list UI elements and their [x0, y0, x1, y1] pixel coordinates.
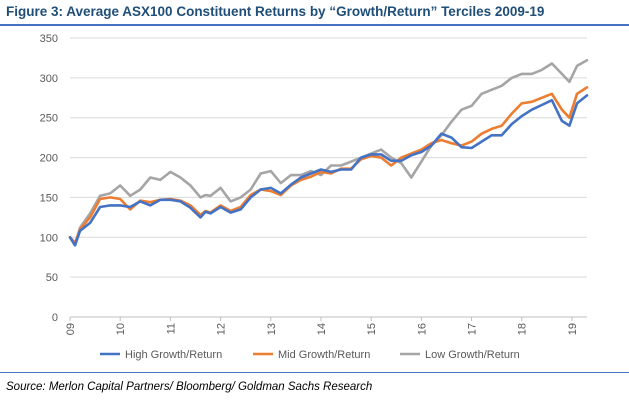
footer-rule: [0, 372, 629, 373]
y-tick-label: 250: [40, 113, 58, 125]
source-note: Source: Merlon Capital Partners/ Bloombe…: [6, 381, 373, 393]
x-tick-label: 10: [115, 323, 127, 335]
x-tick-label: 19: [567, 323, 579, 335]
line-chart: 0 50 100 150 200 250 300 350 09 10 11 12 13 14 15 16 17…: [40, 33, 589, 361]
legend-label: Mid Growth/Return: [278, 349, 370, 361]
y-tick-label: 50: [46, 272, 58, 284]
x-tick-label: 09: [65, 323, 77, 335]
y-tick-label: 200: [40, 153, 58, 165]
y-axis-ticks: 0 50 100 150 200 250 300 350: [40, 33, 58, 324]
y-tick-label: 300: [40, 73, 58, 85]
gridlines: [70, 37, 587, 318]
x-tick-label: 14: [316, 323, 328, 335]
series-line-high-growth-return: [68, 94, 589, 247]
y-tick-label: 0: [52, 312, 58, 324]
series-line-mid-growth-return: [68, 86, 589, 245]
y-tick-label: 150: [40, 192, 58, 204]
series-lines: [68, 58, 589, 247]
x-tick-label: 16: [416, 323, 428, 335]
x-tick-label: 18: [517, 323, 529, 335]
x-tick-label: 11: [165, 323, 177, 334]
x-tick-label: 17: [467, 323, 479, 335]
y-tick-label: 350: [40, 33, 58, 45]
x-tick-label: 13: [266, 323, 278, 335]
legend-label: High Growth/Return: [125, 349, 222, 361]
x-tick-label: 12: [216, 323, 228, 335]
x-tick-label: 15: [366, 323, 378, 335]
legend: High Growth/Return Mid Growth/Return Low G…: [100, 349, 520, 361]
legend-label: Low Growth/Return: [425, 349, 520, 361]
title-bar: Figure 3: Average ASX100 Constituent Ret…: [0, 0, 629, 26]
series-line-low-growth-return: [68, 58, 589, 247]
figure-title: Figure 3: Average ASX100 Constituent Ret…: [6, 4, 545, 19]
x-axis-ticks: 09 10 11 12 13 14 15 16 17 18 19: [65, 317, 579, 335]
y-tick-label: 100: [40, 232, 58, 244]
